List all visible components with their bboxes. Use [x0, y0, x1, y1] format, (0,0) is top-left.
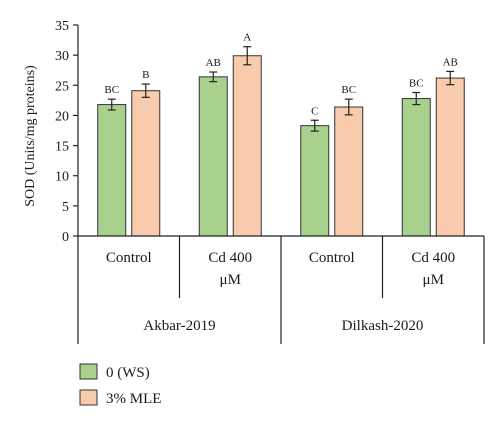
significance-letter: AB: [206, 57, 221, 69]
bar: [97, 104, 127, 237]
category-label: μM: [220, 272, 241, 288]
y-tick-label: 35: [55, 19, 69, 34]
y-axis-label: SOD (Units/mg proteins): [23, 65, 38, 207]
y-tick-label: 10: [55, 170, 69, 185]
bar: [131, 90, 161, 237]
significance-letter: B: [142, 69, 149, 81]
y-tick-label: 5: [62, 200, 69, 215]
y-tick-label: 30: [55, 49, 69, 64]
x-axis: Control Cd 400 μM Control Cd 400 μM Akbar-2019…: [77, 235, 485, 344]
legend-swatch: [79, 363, 98, 380]
bar: [435, 77, 465, 237]
legend-label: 3% MLE: [106, 391, 161, 407]
bar: [401, 98, 431, 237]
y-axis: 0 5 10 15 20 25 30 35: [55, 19, 79, 245]
significance-letter: BC: [341, 84, 356, 96]
bar: [198, 76, 228, 237]
bar: [300, 125, 330, 237]
y-tick-label: 25: [55, 79, 69, 94]
legend-swatch: [79, 389, 98, 406]
category-label: Cd 400: [411, 250, 455, 266]
bars: BC B AB A C BC BC AB: [97, 32, 465, 237]
significance-letter: A: [243, 32, 251, 44]
category-label: Control: [106, 250, 152, 266]
significance-letter: AB: [443, 56, 458, 68]
legend: 0 (WS) 3% MLE: [79, 363, 161, 407]
legend-label: 0 (WS): [106, 365, 150, 381]
category-label: Cd 400: [208, 250, 252, 266]
category-label: Control: [309, 250, 355, 266]
significance-letter: C: [311, 105, 318, 117]
y-tick-label: 0: [62, 230, 69, 245]
significance-letter: BC: [104, 84, 119, 96]
bar: [232, 55, 262, 237]
y-tick-label: 15: [55, 140, 69, 155]
significance-letter: BC: [409, 78, 424, 90]
group-label: Dilkash-2020: [342, 318, 424, 334]
bar: [334, 106, 364, 237]
y-tick-label: 20: [55, 109, 69, 124]
category-label: μM: [423, 272, 444, 288]
group-label: Akbar-2019: [143, 318, 215, 334]
